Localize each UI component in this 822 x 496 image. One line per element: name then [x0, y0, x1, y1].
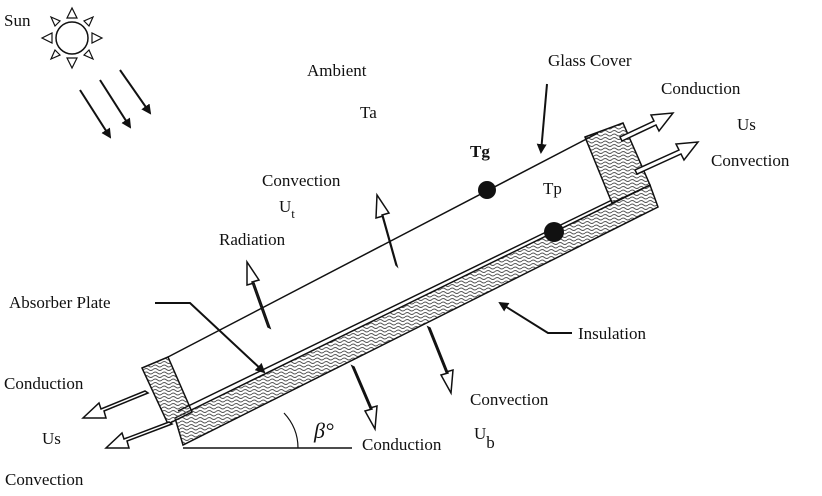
heat-flow-arrows [81, 112, 700, 449]
bottom-conduction-label: Conduction [362, 435, 442, 454]
radiation-up-arrow [246, 259, 272, 330]
tilt-angle-arc [283, 412, 299, 449]
sun-icon [40, 6, 104, 70]
top-right-conduction-label: Conduction [661, 79, 741, 98]
bottom-conduction-down-arrow [350, 364, 378, 432]
top-convection-label: Convection [262, 171, 341, 190]
sun-ray-1 [79, 89, 112, 139]
sun-ray-2 [99, 79, 132, 129]
ut-symbol: U [279, 197, 291, 216]
tp-label: Tp [543, 179, 562, 198]
bottom-convection-label: Convection [470, 390, 549, 409]
tg-label: Tg [470, 142, 490, 161]
left-convection-label: Convection [5, 470, 84, 489]
sun-rays [79, 69, 152, 139]
left-conduction-label: Conduction [4, 374, 84, 393]
tilt-angle-label: β° [313, 418, 334, 443]
top-conduction-arrow [618, 112, 675, 142]
ub-label: Ub [474, 424, 495, 452]
top-right-convection-label: Convection [711, 151, 790, 170]
insulation-label: Insulation [578, 324, 646, 343]
insulation-left-block [140, 356, 193, 426]
insulation-frame [140, 122, 659, 447]
absorber-plate-line [177, 199, 613, 412]
left-convection-arrow [104, 421, 174, 449]
bottom-convection-down-arrow [426, 325, 454, 396]
absorber-plate-label: Absorber Plate [9, 293, 111, 312]
top-convection-up-arrow [375, 192, 399, 269]
ut-label: Ut [279, 197, 295, 221]
left-conduction-arrow [81, 390, 150, 419]
top-right-us-label: Us [737, 115, 756, 134]
sun-label: Sun [4, 11, 31, 30]
ub-subscript: b [486, 433, 495, 452]
sun-ray-3 [119, 69, 152, 115]
tp-dot [544, 222, 564, 242]
ambient-label: Ambient [307, 61, 367, 80]
tg-dot [478, 181, 496, 199]
glass-cover-pointer [536, 83, 548, 154]
ub-symbol: U [474, 424, 486, 443]
top-convection-arrow [633, 141, 700, 175]
glass-cover-line [167, 132, 599, 358]
absorber-plate-pointer [155, 302, 266, 374]
insulation-bottom-layer [174, 183, 659, 447]
glass-cover-label: Glass Cover [548, 51, 632, 70]
ta-label: Ta [360, 103, 377, 122]
radiation-label: Radiation [219, 230, 286, 249]
left-us-label: Us [42, 429, 61, 448]
ut-subscript: t [291, 206, 295, 221]
insulation-pointer [498, 301, 572, 334]
insulation-right-block [584, 122, 651, 205]
